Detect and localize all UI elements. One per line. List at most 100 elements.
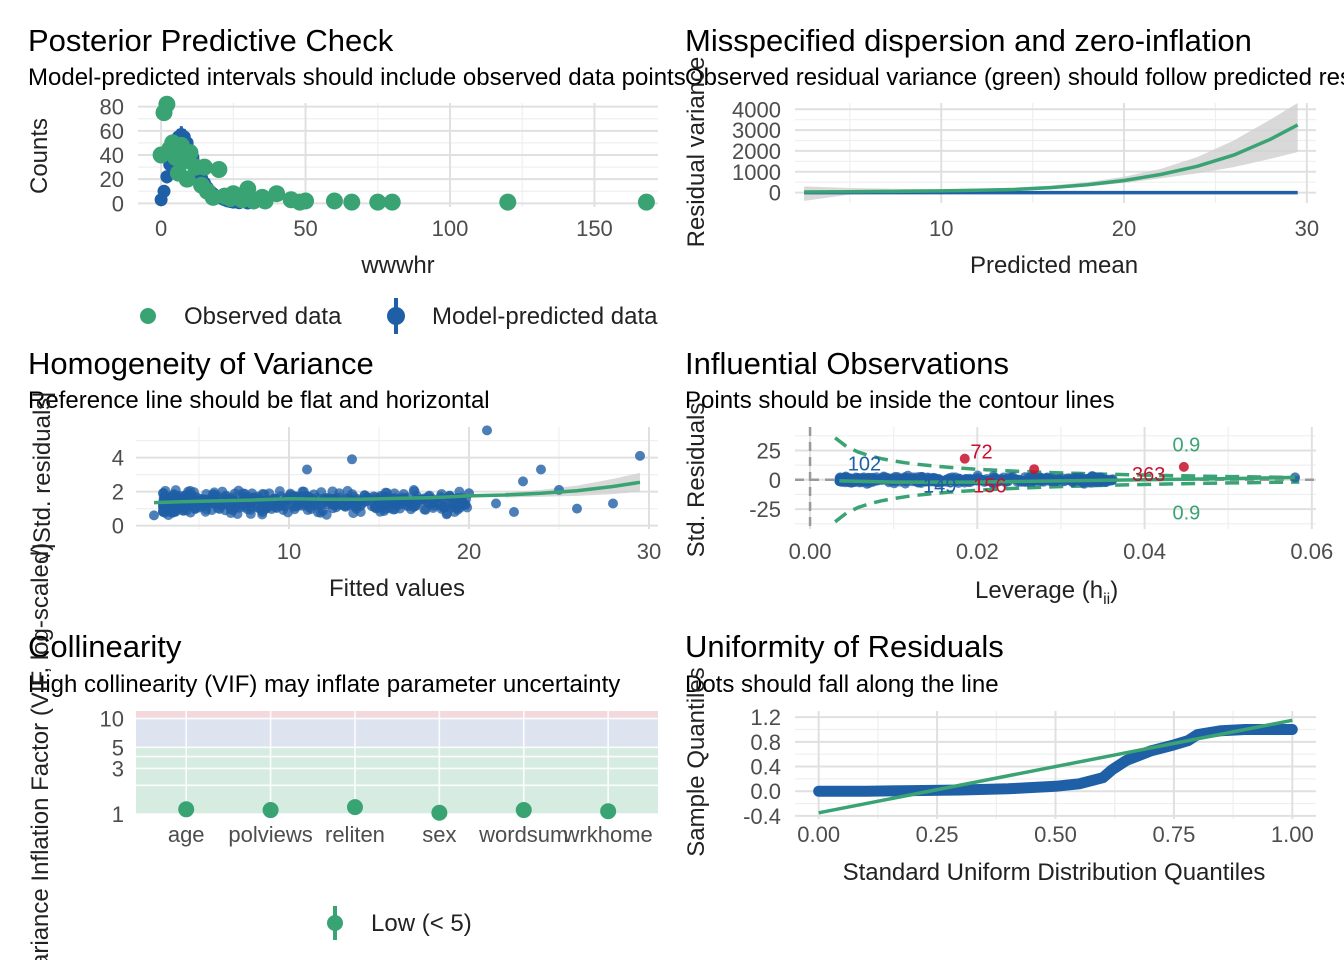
homogeneity-x-tick-label: 30 — [637, 539, 661, 564]
residual-point — [277, 500, 288, 511]
dispersion-subtitle: Observed residual variance (green) shoul… — [685, 64, 1344, 91]
dispersion-y-tick-label: 4000 — [732, 97, 781, 122]
residual-point — [289, 504, 300, 515]
observation-label: 156 — [973, 476, 1006, 498]
observation-label: 149 — [923, 476, 956, 498]
residual-point — [256, 505, 267, 516]
observed-variance-line — [804, 123, 1299, 194]
homogeneity-y-tick-label: 0 — [112, 514, 124, 539]
observed-point — [268, 185, 286, 203]
dispersion-y-tick-label: 3000 — [732, 118, 781, 143]
residual-point — [312, 507, 323, 518]
observed-point — [181, 144, 199, 162]
residual-point — [297, 486, 308, 497]
ppc-title: Posterior Predictive Check — [28, 23, 394, 58]
dispersion-x-tick-label: 20 — [1112, 216, 1136, 241]
observed-point — [343, 193, 361, 211]
residual-point — [285, 488, 296, 499]
uniformity-y-tick-label: 1.2 — [750, 705, 781, 730]
observed-point — [325, 192, 343, 210]
influential-point — [1029, 464, 1040, 475]
svg-text:Leverage (hii): Leverage (hii) — [975, 577, 1118, 608]
collinearity-x-tick-label: wrkhome — [563, 822, 653, 847]
dispersion-y-tick-label: 2000 — [732, 139, 781, 164]
ppc-legend: Observed data Model-predicted data — [140, 298, 658, 334]
upper-contour-line — [834, 436, 1300, 480]
influence-y-tick-label: 25 — [757, 438, 781, 463]
observed-point — [383, 193, 401, 211]
residual-point — [366, 501, 377, 512]
uniformity-x-tick-label: 0.50 — [1034, 822, 1077, 847]
observation-point — [1007, 471, 1018, 482]
uniformity-xlabel: Standard Uniform Distribution Quantiles — [843, 859, 1266, 886]
influence-x-tick-label: 0.02 — [956, 539, 999, 564]
upper-contour-label: 0.9 — [1172, 435, 1200, 457]
residual-point — [149, 510, 159, 521]
ppc-x-tick-label: 50 — [293, 216, 317, 241]
collinearity-x-tick-label: age — [168, 822, 205, 847]
vif-point — [178, 801, 195, 818]
collinearity-ylabel: Variance Inflation Factor (VIF, log-scal… — [27, 543, 54, 960]
ppc-y-tick-label: 0 — [112, 191, 124, 216]
uniformity-panel: Uniformity of Residuals Dots should fall… — [683, 629, 1316, 886]
uniformity-x-tick-label: 1.00 — [1271, 822, 1314, 847]
residual-point — [375, 506, 386, 517]
residual-point — [395, 499, 406, 510]
reference-line — [818, 718, 1293, 815]
influential-point — [959, 453, 970, 464]
influence-xlabel: Leverage (hii) — [975, 577, 1118, 608]
ppc-y-tick-label: 80 — [100, 95, 124, 120]
uniformity-y-tick-label: -0.4 — [743, 804, 781, 829]
vif-point — [600, 803, 617, 820]
influence-x-tick-label: 0.06 — [1290, 539, 1333, 564]
lower-contour-label: 0.9 — [1172, 503, 1200, 525]
collinearity-y-tick-label: 10 — [100, 707, 124, 732]
influence-y-tick-label: -25 — [749, 497, 781, 522]
dispersion-ylabel: Residual variance — [683, 57, 710, 248]
low-vif-band — [136, 747, 658, 814]
residual-point — [572, 503, 582, 514]
collinearity-x-tick-label: polviews — [228, 822, 312, 847]
influence-title: Influential Observations — [685, 346, 1009, 381]
observed-point — [195, 158, 213, 176]
residual-point — [167, 503, 178, 514]
residual-point — [347, 454, 357, 465]
collinearity-x-tick-label: sex — [422, 822, 456, 847]
residual-point — [302, 464, 312, 475]
ppc-y-tick-label: 40 — [100, 143, 124, 168]
observed-point — [297, 192, 315, 210]
residual-point — [333, 499, 344, 510]
homogeneity-x-tick-label: 10 — [277, 539, 301, 564]
observed-point — [499, 193, 517, 211]
influence-x-tick-label: 0.04 — [1123, 539, 1166, 564]
observed-point — [369, 193, 387, 211]
residual-point — [300, 498, 311, 509]
residual-point — [536, 464, 546, 475]
observation-label: 363 — [1132, 464, 1165, 486]
influence-y-tick-label: 0 — [769, 468, 781, 493]
predicted-point — [157, 184, 171, 198]
ppc-xlabel: wwwhr — [360, 252, 434, 279]
influence-subtitle: Points should be inside the contour line… — [685, 387, 1115, 414]
influence-panel: Influential Observations Points should b… — [683, 346, 1333, 608]
dispersion-x-tick-label: 30 — [1295, 216, 1319, 241]
influence-x-tick-label: 0.00 — [789, 539, 832, 564]
dispersion-y-tick-label: 1000 — [732, 160, 781, 185]
uniformity-x-tick-label: 0.25 — [916, 822, 959, 847]
ppc-x-tick-label: 0 — [155, 216, 167, 241]
uniformity-x-tick-label: 0.75 — [1152, 822, 1195, 847]
residual-point — [518, 476, 528, 487]
ppc-subtitle: Model-predicted intervals should include… — [28, 64, 686, 91]
ppc-y-tick-label: 60 — [100, 119, 124, 144]
predicted-legend-key — [387, 307, 405, 325]
collinearity-x-tick-label: wordsum — [478, 822, 568, 847]
dispersion-xlabel: Predicted mean — [970, 252, 1138, 279]
vif-point — [262, 802, 279, 819]
observation-label: 72 — [970, 442, 992, 464]
homogeneity-subtitle: Reference line should be flat and horizo… — [28, 387, 490, 414]
residual-point — [201, 504, 212, 515]
sample-quantile-points — [813, 724, 1298, 797]
uniformity-y-tick-label: 0.4 — [750, 755, 781, 780]
collinearity-x-tick-label: reliten — [325, 822, 385, 847]
